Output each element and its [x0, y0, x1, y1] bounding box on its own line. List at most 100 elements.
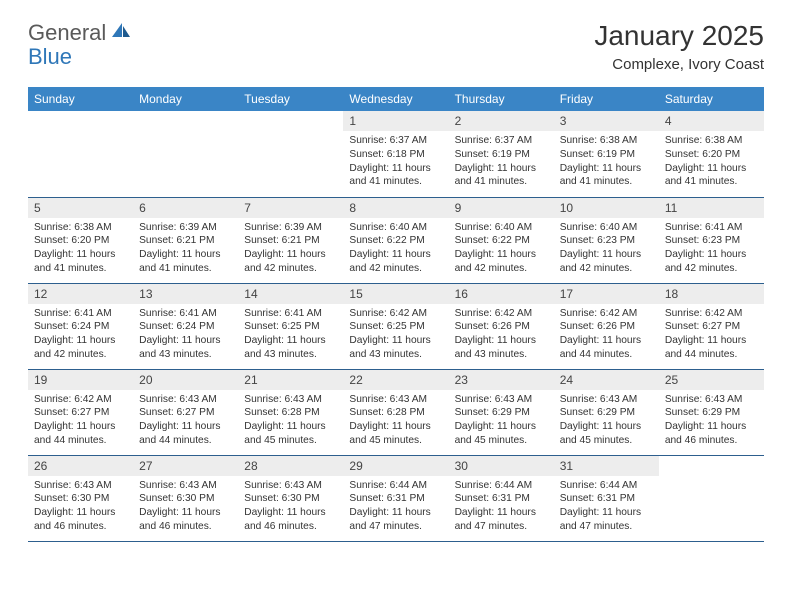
- day-details: Sunrise: 6:42 AMSunset: 6:27 PMDaylight:…: [28, 390, 133, 452]
- calendar-day-cell: 5Sunrise: 6:38 AMSunset: 6:20 PMDaylight…: [28, 197, 133, 283]
- day-number: 9: [449, 198, 554, 218]
- day-number: 21: [238, 370, 343, 390]
- calendar-day-cell: 3Sunrise: 6:38 AMSunset: 6:19 PMDaylight…: [554, 111, 659, 197]
- day-number: 23: [449, 370, 554, 390]
- day-number: 6: [133, 198, 238, 218]
- day-details: Sunrise: 6:38 AMSunset: 6:19 PMDaylight:…: [554, 131, 659, 193]
- calendar-day-cell: 23Sunrise: 6:43 AMSunset: 6:29 PMDayligh…: [449, 369, 554, 455]
- calendar-day-cell: 27Sunrise: 6:43 AMSunset: 6:30 PMDayligh…: [133, 455, 238, 541]
- day-details: Sunrise: 6:44 AMSunset: 6:31 PMDaylight:…: [554, 476, 659, 538]
- weekday-header: Friday: [554, 87, 659, 111]
- day-details: Sunrise: 6:38 AMSunset: 6:20 PMDaylight:…: [28, 218, 133, 280]
- calendar-header-row: SundayMondayTuesdayWednesdayThursdayFrid…: [28, 87, 764, 111]
- calendar-day-cell: 2Sunrise: 6:37 AMSunset: 6:19 PMDaylight…: [449, 111, 554, 197]
- logo-text-general: General: [28, 20, 106, 46]
- day-details: Sunrise: 6:42 AMSunset: 6:26 PMDaylight:…: [449, 304, 554, 366]
- day-details: Sunrise: 6:38 AMSunset: 6:20 PMDaylight:…: [659, 131, 764, 193]
- day-details: Sunrise: 6:42 AMSunset: 6:25 PMDaylight:…: [343, 304, 448, 366]
- day-number: 5: [28, 198, 133, 218]
- day-number: 2: [449, 111, 554, 131]
- calendar-day-cell: 7Sunrise: 6:39 AMSunset: 6:21 PMDaylight…: [238, 197, 343, 283]
- day-number: 31: [554, 456, 659, 476]
- day-details: Sunrise: 6:41 AMSunset: 6:25 PMDaylight:…: [238, 304, 343, 366]
- calendar-day-cell: 26Sunrise: 6:43 AMSunset: 6:30 PMDayligh…: [28, 455, 133, 541]
- calendar-day-cell: 29Sunrise: 6:44 AMSunset: 6:31 PMDayligh…: [343, 455, 448, 541]
- day-number: 4: [659, 111, 764, 131]
- day-number: 15: [343, 284, 448, 304]
- day-details: Sunrise: 6:37 AMSunset: 6:19 PMDaylight:…: [449, 131, 554, 193]
- calendar-week-row: 5Sunrise: 6:38 AMSunset: 6:20 PMDaylight…: [28, 197, 764, 283]
- calendar-day-cell: 4Sunrise: 6:38 AMSunset: 6:20 PMDaylight…: [659, 111, 764, 197]
- calendar-day-cell: 10Sunrise: 6:40 AMSunset: 6:23 PMDayligh…: [554, 197, 659, 283]
- calendar-day-cell: 9Sunrise: 6:40 AMSunset: 6:22 PMDaylight…: [449, 197, 554, 283]
- logo: General: [28, 20, 134, 46]
- day-number: 30: [449, 456, 554, 476]
- day-number: 12: [28, 284, 133, 304]
- day-number: 7: [238, 198, 343, 218]
- calendar-day-cell: 16Sunrise: 6:42 AMSunset: 6:26 PMDayligh…: [449, 283, 554, 369]
- day-details: Sunrise: 6:39 AMSunset: 6:21 PMDaylight:…: [238, 218, 343, 280]
- day-number: 28: [238, 456, 343, 476]
- day-details: Sunrise: 6:39 AMSunset: 6:21 PMDaylight:…: [133, 218, 238, 280]
- calendar-day-cell: 20Sunrise: 6:43 AMSunset: 6:27 PMDayligh…: [133, 369, 238, 455]
- calendar-day-cell: 24Sunrise: 6:43 AMSunset: 6:29 PMDayligh…: [554, 369, 659, 455]
- day-details: Sunrise: 6:41 AMSunset: 6:23 PMDaylight:…: [659, 218, 764, 280]
- page-title: January 2025: [594, 20, 764, 52]
- day-number: 19: [28, 370, 133, 390]
- day-number: 18: [659, 284, 764, 304]
- day-number: 27: [133, 456, 238, 476]
- day-details: Sunrise: 6:43 AMSunset: 6:28 PMDaylight:…: [343, 390, 448, 452]
- weekday-header: Thursday: [449, 87, 554, 111]
- day-details: Sunrise: 6:43 AMSunset: 6:30 PMDaylight:…: [133, 476, 238, 538]
- calendar-week-row: 1Sunrise: 6:37 AMSunset: 6:18 PMDaylight…: [28, 111, 764, 197]
- day-details: Sunrise: 6:44 AMSunset: 6:31 PMDaylight:…: [449, 476, 554, 538]
- calendar-day-cell: 25Sunrise: 6:43 AMSunset: 6:29 PMDayligh…: [659, 369, 764, 455]
- weekday-header: Monday: [133, 87, 238, 111]
- calendar-day-cell: [238, 111, 343, 197]
- day-number: 16: [449, 284, 554, 304]
- location-subtitle: Complexe, Ivory Coast: [594, 56, 764, 73]
- day-details: Sunrise: 6:42 AMSunset: 6:26 PMDaylight:…: [554, 304, 659, 366]
- day-number: 20: [133, 370, 238, 390]
- calendar-day-cell: [659, 455, 764, 541]
- day-number: 26: [28, 456, 133, 476]
- calendar-body: 1Sunrise: 6:37 AMSunset: 6:18 PMDaylight…: [28, 111, 764, 541]
- day-details: Sunrise: 6:43 AMSunset: 6:29 PMDaylight:…: [449, 390, 554, 452]
- calendar-day-cell: 13Sunrise: 6:41 AMSunset: 6:24 PMDayligh…: [133, 283, 238, 369]
- calendar-table: SundayMondayTuesdayWednesdayThursdayFrid…: [28, 87, 764, 542]
- calendar-day-cell: 12Sunrise: 6:41 AMSunset: 6:24 PMDayligh…: [28, 283, 133, 369]
- day-details: Sunrise: 6:43 AMSunset: 6:29 PMDaylight:…: [554, 390, 659, 452]
- calendar-week-row: 12Sunrise: 6:41 AMSunset: 6:24 PMDayligh…: [28, 283, 764, 369]
- calendar-day-cell: 22Sunrise: 6:43 AMSunset: 6:28 PMDayligh…: [343, 369, 448, 455]
- weekday-header: Tuesday: [238, 87, 343, 111]
- calendar-day-cell: 31Sunrise: 6:44 AMSunset: 6:31 PMDayligh…: [554, 455, 659, 541]
- calendar-day-cell: [133, 111, 238, 197]
- day-details: Sunrise: 6:43 AMSunset: 6:27 PMDaylight:…: [133, 390, 238, 452]
- logo-blue-wrapper: Blue: [28, 44, 72, 70]
- calendar-day-cell: 17Sunrise: 6:42 AMSunset: 6:26 PMDayligh…: [554, 283, 659, 369]
- day-details: Sunrise: 6:37 AMSunset: 6:18 PMDaylight:…: [343, 131, 448, 193]
- day-number: 29: [343, 456, 448, 476]
- day-details: Sunrise: 6:41 AMSunset: 6:24 PMDaylight:…: [28, 304, 133, 366]
- day-details: Sunrise: 6:43 AMSunset: 6:30 PMDaylight:…: [238, 476, 343, 538]
- title-block: January 2025 Complexe, Ivory Coast: [594, 20, 764, 73]
- calendar-day-cell: 19Sunrise: 6:42 AMSunset: 6:27 PMDayligh…: [28, 369, 133, 455]
- weekday-header: Wednesday: [343, 87, 448, 111]
- day-details: Sunrise: 6:40 AMSunset: 6:22 PMDaylight:…: [449, 218, 554, 280]
- weekday-header: Saturday: [659, 87, 764, 111]
- calendar-day-cell: 11Sunrise: 6:41 AMSunset: 6:23 PMDayligh…: [659, 197, 764, 283]
- weekday-header: Sunday: [28, 87, 133, 111]
- calendar-day-cell: 6Sunrise: 6:39 AMSunset: 6:21 PMDaylight…: [133, 197, 238, 283]
- day-number: 3: [554, 111, 659, 131]
- day-number: 24: [554, 370, 659, 390]
- day-number: 14: [238, 284, 343, 304]
- calendar-day-cell: 1Sunrise: 6:37 AMSunset: 6:18 PMDaylight…: [343, 111, 448, 197]
- day-details: Sunrise: 6:40 AMSunset: 6:23 PMDaylight:…: [554, 218, 659, 280]
- day-number: 17: [554, 284, 659, 304]
- day-number: 1: [343, 111, 448, 131]
- day-details: Sunrise: 6:40 AMSunset: 6:22 PMDaylight:…: [343, 218, 448, 280]
- calendar-day-cell: 14Sunrise: 6:41 AMSunset: 6:25 PMDayligh…: [238, 283, 343, 369]
- day-number: 11: [659, 198, 764, 218]
- day-details: Sunrise: 6:44 AMSunset: 6:31 PMDaylight:…: [343, 476, 448, 538]
- calendar-week-row: 19Sunrise: 6:42 AMSunset: 6:27 PMDayligh…: [28, 369, 764, 455]
